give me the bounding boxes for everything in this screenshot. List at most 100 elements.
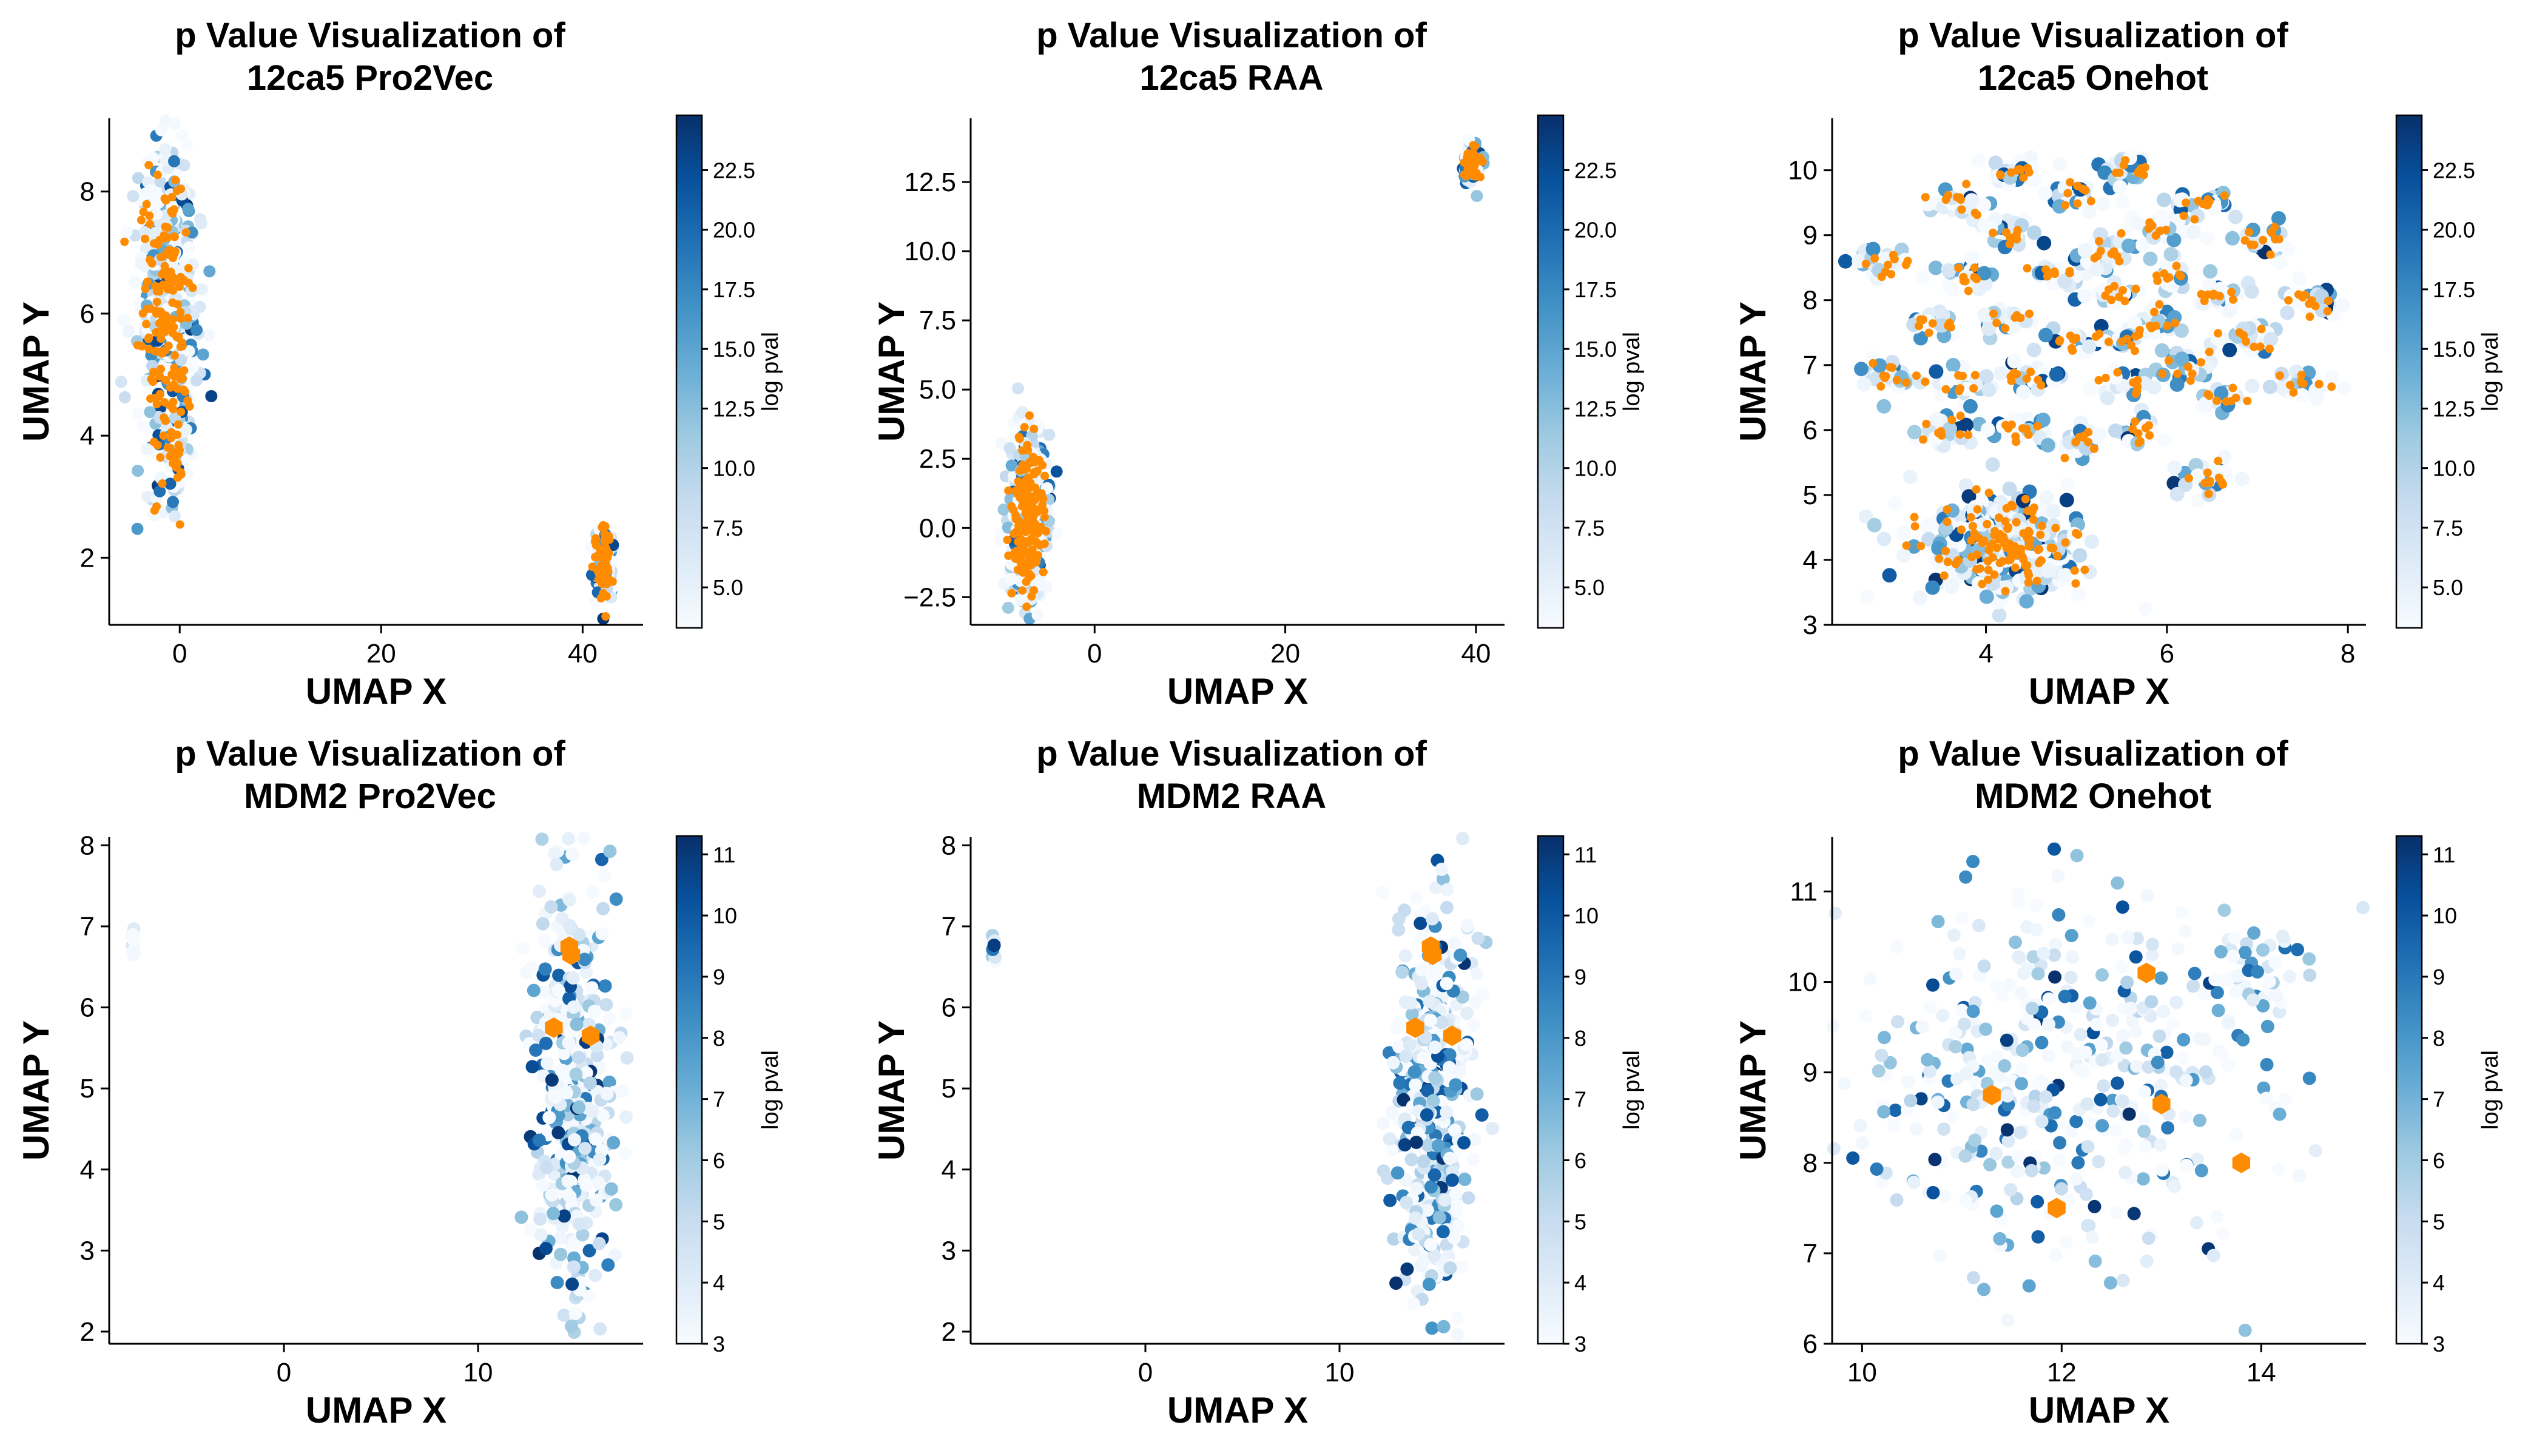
highlighted-point [2046, 544, 2055, 552]
x-axis-label: UMAP X [306, 671, 447, 712]
highlighted-point [2156, 226, 2165, 235]
data-point [2152, 1029, 2166, 1043]
highlighted-hexagon [1406, 1017, 1424, 1038]
data-point [2143, 251, 2158, 266]
data-point [127, 190, 140, 203]
data-point [2071, 587, 2086, 602]
data-point [1428, 1071, 1442, 1085]
data-point [598, 869, 612, 883]
highlighted-point [2095, 329, 2104, 339]
highlighted-point [1984, 575, 1993, 584]
data-point [2169, 1065, 2183, 1079]
colorbar-tick-label: 11 [1574, 842, 1597, 867]
x-tick-label: 40 [1461, 639, 1491, 669]
highlighted-point [2131, 346, 2139, 356]
data-point [603, 844, 617, 858]
highlighted-point [1023, 538, 1033, 547]
colorbar-tick-label: 8 [713, 1026, 725, 1051]
highlighted-point [181, 228, 190, 237]
data-point [2012, 950, 2026, 964]
data-point [557, 1046, 571, 1060]
y-tick-label: 10 [1788, 968, 1818, 997]
y-axis-label: UMAP Y [1733, 1020, 1773, 1161]
highlighted-point [2022, 374, 2031, 383]
data-point [2092, 1154, 2105, 1168]
highlighted-point [2314, 379, 2324, 388]
data-point [2116, 1029, 2130, 1042]
data-point [2210, 986, 2224, 1000]
colorbar-tick-label: 17.5 [713, 277, 755, 302]
data-point [2135, 238, 2150, 252]
data-point [620, 1051, 634, 1065]
data-point [136, 420, 149, 433]
data-point [2052, 157, 2068, 172]
highlighted-point [141, 285, 150, 294]
data-point [1461, 1191, 1475, 1205]
colorbar-tick-label: 6 [1574, 1148, 1586, 1173]
data-point [2151, 1056, 2165, 1070]
data-point [1967, 1271, 1980, 1284]
data-point [2070, 849, 2084, 863]
highlighted-point [2022, 425, 2031, 434]
data-point [2074, 1028, 2088, 1042]
data-point [2225, 231, 2240, 246]
highlighted-point [1040, 513, 1049, 522]
highlighted-point [2323, 307, 2332, 316]
highlighted-point [2173, 369, 2182, 379]
data-point [532, 1133, 546, 1147]
highlighted-point [1464, 149, 1473, 158]
highlighted-point [1039, 568, 1048, 576]
highlighted-point [1025, 570, 1034, 579]
data-point [2069, 1114, 2083, 1128]
colorbar-tick-label: 10.0 [1574, 456, 1617, 481]
data-point [2049, 1249, 2063, 1262]
data-point [2108, 1123, 2122, 1137]
highlighted-point [1941, 547, 1950, 556]
colorbar-tick-label: 11 [2433, 842, 2455, 867]
highlighted-point [2299, 379, 2308, 388]
highlighted-point [1040, 539, 1049, 548]
highlighted-point [1916, 542, 1926, 551]
data-point [596, 1108, 610, 1122]
data-point [1966, 1005, 1980, 1018]
highlighted-point [1902, 378, 1911, 387]
data-point [553, 1231, 567, 1245]
highlighted-point [2286, 380, 2294, 389]
highlighted-point [2115, 292, 2123, 302]
highlighted-point [1983, 520, 1992, 528]
data-point [1921, 1053, 1935, 1067]
data-point [158, 143, 171, 156]
highlighted-point [175, 282, 184, 291]
highlighted-point [149, 368, 158, 377]
highlighted-point [2089, 444, 2098, 453]
data-point [2163, 247, 2179, 262]
data-point [2117, 1059, 2131, 1073]
data-point [2160, 1045, 2174, 1059]
data-point [168, 117, 181, 130]
highlighted-point [600, 529, 609, 538]
highlighted-point [2001, 587, 2010, 596]
data-point [1994, 366, 2009, 381]
data-point [2192, 1113, 2206, 1127]
data-point [1458, 1173, 1472, 1186]
y-tick-label: 3 [80, 1236, 95, 1266]
x-axis-label: UMAP X [1167, 671, 1308, 712]
data-point [1443, 1151, 1457, 1165]
highlighted-point [1018, 586, 1027, 595]
highlighted-point [602, 561, 610, 570]
data-point [2094, 1093, 2108, 1107]
data-point [2103, 1276, 2117, 1290]
highlighted-point [120, 237, 129, 246]
data-point [2016, 385, 2031, 400]
data-point [565, 848, 579, 861]
data-point [588, 1132, 602, 1146]
data-point [578, 952, 592, 966]
data-point [2119, 1041, 2133, 1055]
data-point [1376, 885, 1390, 899]
highlighted-point [2024, 571, 2034, 580]
highlighted-point [2072, 334, 2081, 343]
data-point [2189, 1216, 2203, 1230]
data-point [536, 917, 550, 931]
highlighted-point [2032, 576, 2041, 585]
highlighted-point [1902, 541, 1911, 550]
